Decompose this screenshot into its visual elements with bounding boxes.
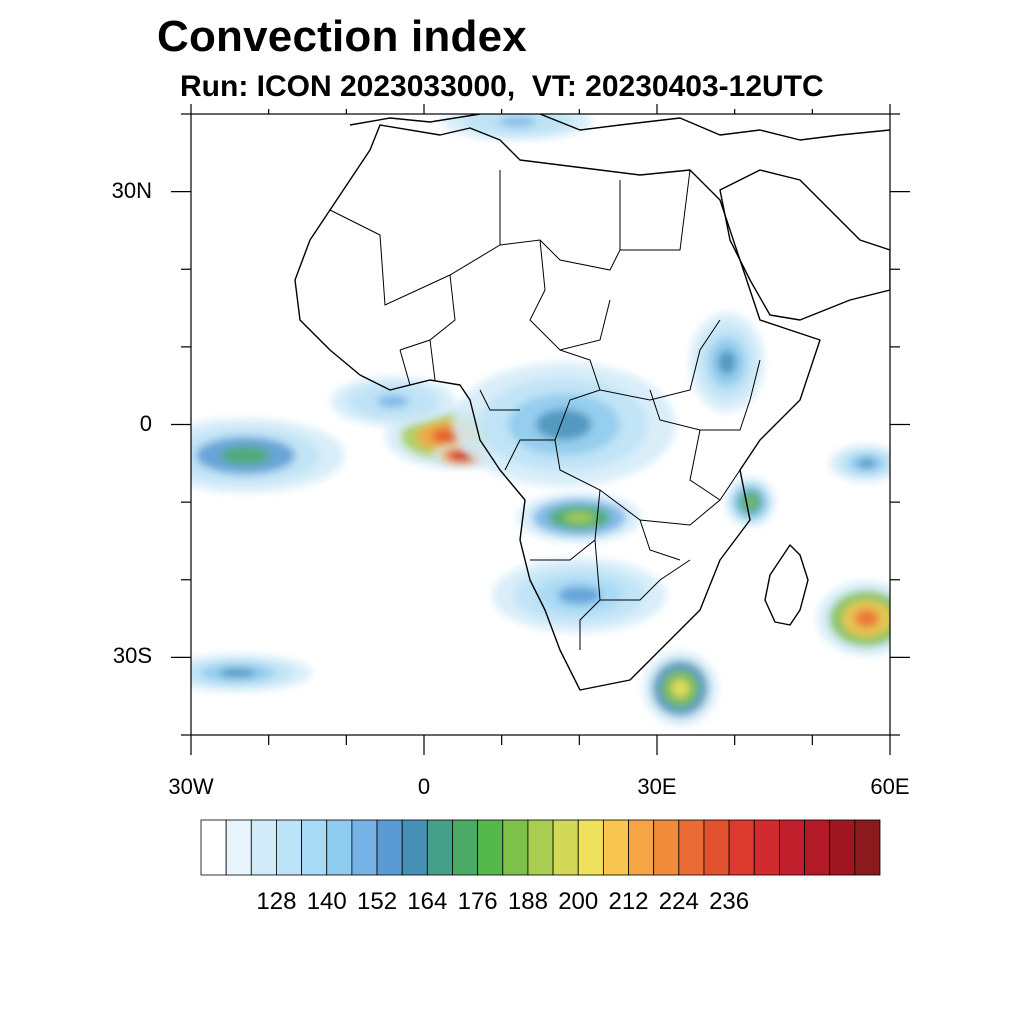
convection-area-congo-basin [451,362,676,487]
colorbar-label: 152 [357,888,398,915]
lon-label: 30W [168,774,214,799]
convection-contour [557,585,602,605]
run-label: Run: ICON 2023033000, [180,70,516,103]
arabia-coastline [719,169,890,321]
convection-area-south-atlantic-band [191,654,313,692]
convection-area-west-africa-coast [330,376,456,427]
border-lines [329,169,761,650]
lon-label: 60E [870,774,910,799]
convection-contour [854,609,880,628]
convection-contour [857,458,877,468]
convection-contour [218,668,257,678]
lat-label: 0 [139,410,152,436]
colorbar-label: 176 [457,888,498,915]
colorbar-label: 212 [608,888,649,915]
convection-contour [717,349,737,375]
colorbar-label: 224 [658,888,699,915]
convection-area-namibia-botswana [492,558,667,633]
colorbar-label: 164 [407,888,448,915]
convection-area-angola-zambia [517,492,642,543]
convection-field [191,114,890,726]
madagascar-coastline [764,544,809,626]
convection-area-south-africa-east [643,651,718,726]
colorbar-label: 140 [306,888,347,915]
convection-contour [377,395,409,408]
convection-area-madagascar-east [817,581,890,656]
convection-contour [498,117,536,127]
convection-area-north-mediterranean [442,114,592,141]
colorbar-label: 200 [558,888,599,915]
lon-label: 30E [637,774,677,799]
convection-area-kenya-coast [725,477,776,527]
convection-area-indian-ocean-east [829,444,890,482]
colorbar-label: 236 [709,888,750,915]
convection-contour [563,511,595,524]
lon-label: 0 [417,774,431,799]
axis-ticks [171,104,910,755]
coastlines [294,114,890,691]
lat-label: 30N [111,177,152,203]
convection-contour [670,679,690,698]
colorbar-label: 128 [256,888,297,915]
valid-time-label: VT: 20230403-12UTC [531,70,824,103]
chart-title: Convection index [157,12,527,61]
lat-label: 30S [112,643,152,669]
africa-coastline [294,124,821,691]
colorbar-label: 188 [507,888,548,915]
convection-area-ethiopia [689,312,765,413]
country-borders [329,169,761,650]
convection-contour [535,408,592,441]
chart-subtitle: Run: ICON 2023033000, VT: 20230403-12UTC [180,70,824,104]
europe-coastline [349,114,890,141]
convection-area-atlantic-itcz [191,418,345,493]
convection-contour [220,446,271,465]
